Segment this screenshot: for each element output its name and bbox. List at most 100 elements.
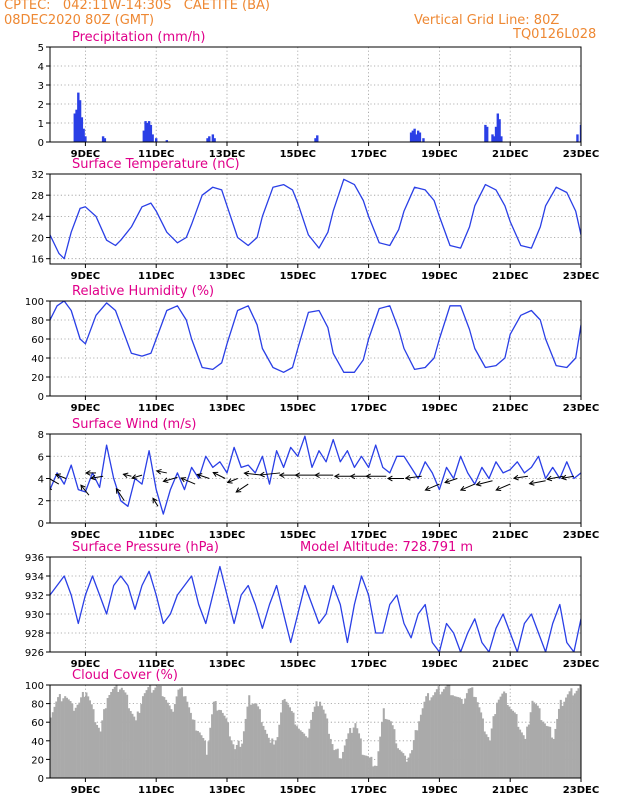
- x-tick-label: 11DEC: [138, 659, 174, 670]
- y-tick-label: 60: [31, 335, 44, 346]
- cloud-bar: [62, 698, 65, 778]
- x-tick-label: 23DEC: [563, 271, 599, 282]
- precip-bar: [206, 138, 209, 142]
- y-tick-label: 28: [31, 191, 44, 202]
- wind-arrow: [496, 483, 511, 491]
- precip-bar: [411, 130, 415, 142]
- cloud-bar: [196, 731, 199, 778]
- wind-arrow: [405, 475, 422, 479]
- plot-area: [50, 685, 581, 778]
- x-tick-label: 19DEC: [421, 403, 457, 414]
- panel-4: 0 2 4 6 8 9DEC 11DEC 13DEC 15DEC 17DEC 19DEC 21DEC 2…: [38, 417, 600, 541]
- cloud-bar: [92, 709, 95, 778]
- precip-bar: [80, 117, 84, 142]
- wind-arrow-head: [349, 473, 356, 480]
- cloud-bar: [239, 746, 242, 778]
- cloud-bar: [267, 737, 270, 778]
- cloud-bar: [460, 698, 463, 778]
- precip-bar: [103, 138, 107, 142]
- cloud-bar: [393, 729, 396, 778]
- wind-arrow-head: [404, 474, 411, 481]
- y-tick-label: 0: [38, 138, 44, 149]
- plot-frame: [49, 684, 582, 779]
- cloud-bar: [170, 709, 173, 778]
- wind-arrow: [80, 484, 90, 496]
- cloud-bar: [414, 730, 417, 778]
- cloud-bar: [577, 688, 580, 778]
- cloud-bar: [552, 738, 555, 778]
- cloud-bar: [526, 726, 529, 778]
- cloud-bar: [354, 723, 357, 778]
- cloud-bar: [129, 711, 132, 778]
- cloud-bar: [51, 712, 54, 778]
- cloud-bar: [554, 728, 557, 778]
- cloud-bar: [382, 708, 385, 778]
- cloud-bar: [501, 693, 504, 778]
- cloud-bar: [149, 685, 152, 778]
- cloud-bar: [184, 696, 187, 778]
- precip-bar: [494, 126, 498, 142]
- cloud-bar: [478, 707, 481, 778]
- plot-area: [50, 301, 581, 373]
- panel-5: 926 928 930 932 934 936 9DEC 11DEC 13DEC 15DEC 17D…: [25, 540, 599, 670]
- precip-bar: [416, 130, 420, 142]
- wind-arrow-head: [155, 468, 162, 475]
- cloud-bar: [161, 696, 164, 778]
- cloud-bar: [269, 742, 272, 778]
- wind-arrow-head: [196, 473, 203, 479]
- cloud-bar: [418, 721, 421, 778]
- cloud-bar: [527, 724, 530, 778]
- cloud-bar: [143, 693, 146, 778]
- precip-bar: [165, 140, 169, 142]
- cloud-bar: [175, 696, 178, 778]
- cloud-bar: [57, 697, 60, 778]
- cloud-bar: [179, 688, 182, 778]
- cloud-bar: [301, 731, 304, 778]
- cloud-bar: [464, 698, 467, 778]
- wind-arrow-head: [131, 474, 138, 480]
- cloud-bar: [97, 727, 100, 778]
- cloud-bar: [117, 691, 120, 778]
- wind-arrow: [163, 476, 178, 482]
- cloud-bar: [317, 706, 320, 778]
- precip-bar: [151, 134, 154, 142]
- cloud-bar: [223, 715, 226, 778]
- precip-bar: [422, 138, 425, 142]
- cloud-bar: [345, 738, 348, 778]
- precip-bar: [213, 138, 216, 142]
- cloud-bar: [327, 733, 330, 778]
- x-tick-label: 19DEC: [421, 149, 457, 160]
- wind-arrow-head: [314, 472, 320, 478]
- wind-arrow-head: [84, 470, 91, 476]
- cloud-bar: [536, 705, 539, 778]
- cloud-bar: [494, 714, 497, 778]
- y-tick-label: 32: [31, 170, 44, 181]
- wind-arrow: [561, 475, 575, 479]
- y-tick-label: 2: [38, 497, 44, 508]
- cloud-bar: [99, 731, 102, 778]
- cloud-bar: [481, 718, 484, 778]
- cloud-bar: [370, 756, 373, 778]
- y-tick-label: 20: [31, 755, 44, 766]
- cloud-bar: [473, 696, 476, 778]
- cloud-bar: [96, 724, 99, 778]
- cloud-bar: [375, 765, 378, 778]
- cloud-bar: [357, 733, 361, 778]
- cloud-bar: [531, 700, 534, 778]
- cloud-bar: [311, 711, 315, 778]
- cloud-bar: [308, 728, 311, 778]
- wind-arrow: [529, 480, 546, 485]
- cloud-bar: [232, 744, 235, 778]
- y-tick-label: 930: [25, 610, 44, 621]
- cloud-bar: [380, 721, 384, 778]
- precip-bar: [208, 136, 211, 142]
- x-tick-label: 15DEC: [280, 149, 316, 160]
- cloud-bar: [540, 720, 543, 778]
- cloud-bar: [177, 689, 180, 778]
- cloud-bar: [251, 704, 254, 778]
- x-tick-label: 21DEC: [492, 271, 528, 282]
- x-tick-label: 21DEC: [492, 659, 528, 670]
- cloud-bar: [510, 709, 513, 778]
- cloud-bar: [127, 708, 130, 778]
- cloud-bar: [363, 755, 366, 778]
